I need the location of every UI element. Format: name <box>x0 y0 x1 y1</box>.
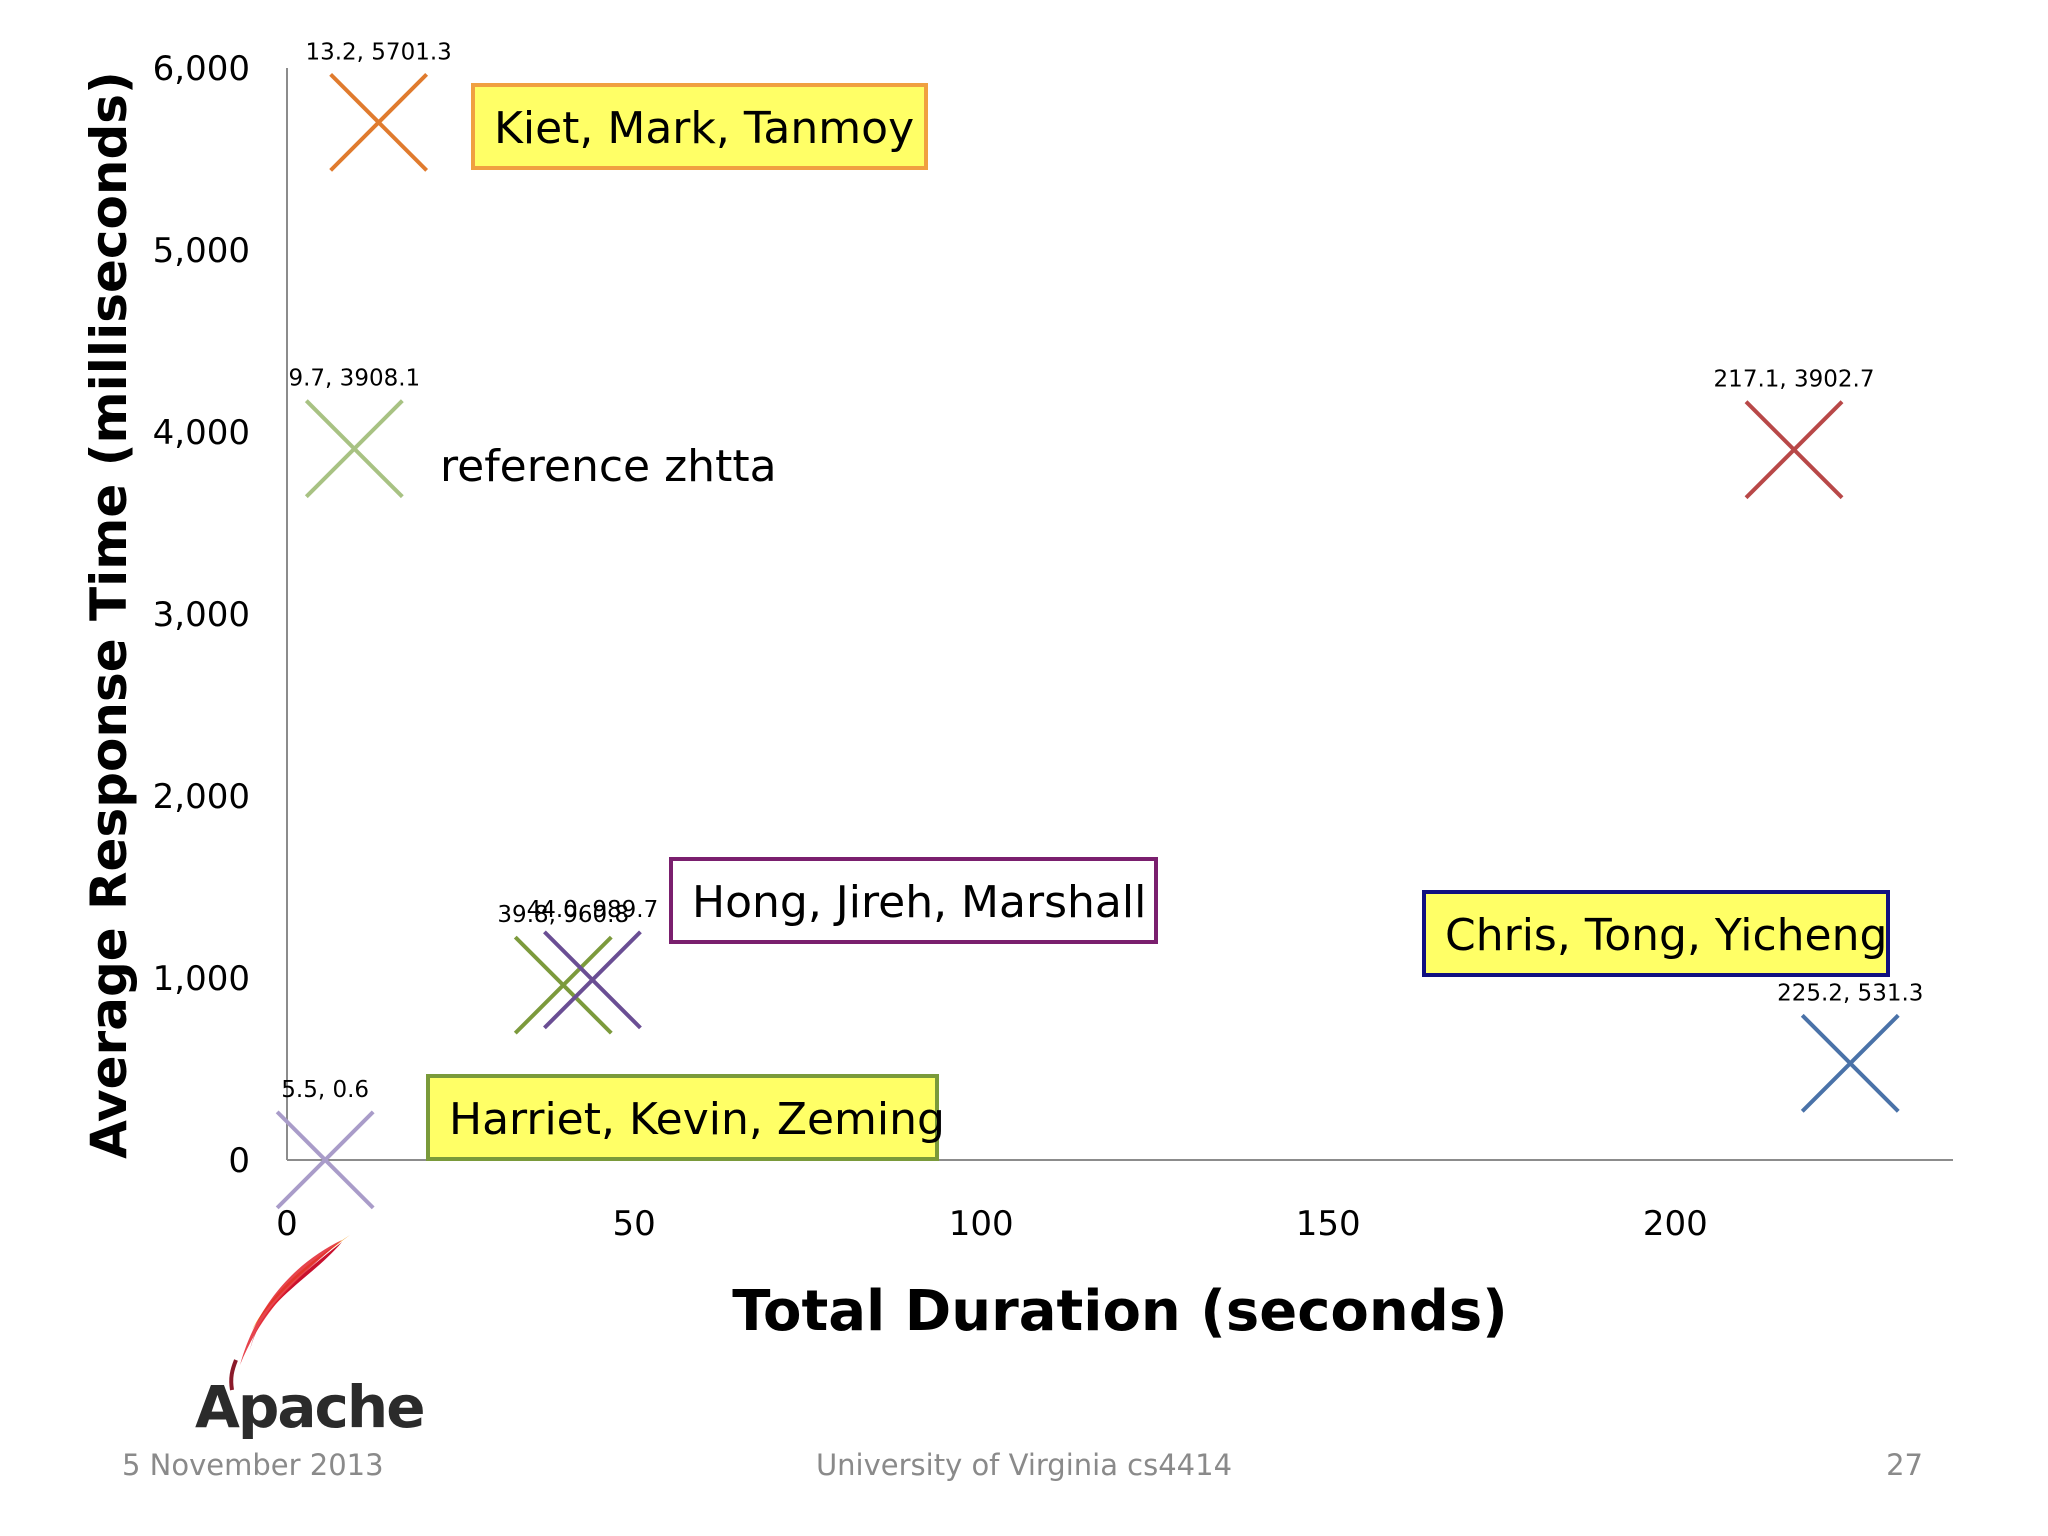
annotation-reference-zhtta-text: reference zhtta <box>440 441 777 492</box>
feather-icon <box>229 1235 350 1391</box>
annotation-hong-jireh-marshall-text: Hong, Jireh, Marshall <box>692 877 1146 928</box>
y-tick-label: 3,000 <box>153 595 250 635</box>
annotation-kiet-mark-tanmoy-text: Kiet, Mark, Tanmoy <box>494 103 914 154</box>
y-tick-label: 2,000 <box>153 777 250 817</box>
data-point: 39.8, 960.8 <box>497 902 629 1035</box>
data-point-label: 9.7, 3908.1 <box>288 366 420 392</box>
data-point-marker-stroke <box>513 935 613 1035</box>
data-point-marker-stroke <box>329 72 429 172</box>
data-point-label: 225.2, 531.3 <box>1777 980 1923 1006</box>
y-tick-label: 1,000 <box>153 959 250 999</box>
data-point-marker-stroke <box>275 1110 375 1210</box>
footer-center: University of Virginia cs4414 <box>816 1448 1232 1482</box>
footer-page-number: 27 <box>1886 1448 1923 1482</box>
annotation-chris-tong-yicheng: Chris, Tong, Yicheng <box>1422 890 1890 977</box>
y-tick-label: 5,000 <box>153 231 250 271</box>
annotation-chris-tong-yicheng-text: Chris, Tong, Yicheng <box>1445 910 1887 961</box>
x-tick-label: 200 <box>1643 1204 1708 1244</box>
data-point-marker-stroke <box>1744 400 1844 500</box>
apache-logo: Apache <box>195 1235 426 1441</box>
data-point: 5.5, 0.6 <box>275 1077 375 1210</box>
data-points: 13.2, 5701.3 9.7, 3908.1 217.1, 3902.7 39.8… <box>275 39 1923 1210</box>
x-tick-label: 50 <box>612 1204 655 1244</box>
data-point-label: 13.2, 5701.3 <box>305 39 451 65</box>
y-tick-label: 6,000 <box>153 49 250 89</box>
data-point: 225.2, 531.3 <box>1777 980 1923 1113</box>
x-tick-label: 100 <box>949 1204 1014 1244</box>
x-tick-label: 0 <box>276 1204 298 1244</box>
annotation-harriet-kevin-zeming: Harriet, Kevin, Zeming <box>426 1074 945 1161</box>
data-point-marker-stroke <box>304 399 404 499</box>
annotation-hong-jireh-marshall: Hong, Jireh, Marshall <box>669 857 1158 944</box>
x-tick-label: 150 <box>1296 1204 1361 1244</box>
data-point: 217.1, 3902.7 <box>1714 367 1875 500</box>
data-point: 13.2, 5701.3 <box>305 39 452 172</box>
data-point-marker-stroke <box>1800 1013 1900 1113</box>
annotation-harriet-kevin-zeming-text: Harriet, Kevin, Zeming <box>449 1094 945 1145</box>
x-tick-labels: 0 50 100 150 200 <box>276 1204 1708 1244</box>
data-point-label: 39.8, 960.8 <box>497 902 629 928</box>
y-axis-title: Average Response Time (milliseconds) <box>80 71 138 1159</box>
annotation-reference-zhtta: reference zhtta <box>440 441 777 492</box>
data-point-label: 44.0, 989.7 <box>527 897 659 923</box>
data-point-label: 5.5, 0.6 <box>281 1077 369 1103</box>
footer-date: 5 November 2013 <box>122 1448 384 1482</box>
y-tick-label: 0 <box>228 1141 250 1181</box>
data-point-label: 217.1, 3902.7 <box>1714 367 1875 393</box>
x-axis-title: Total Duration (seconds) <box>732 1279 1508 1344</box>
apache-logo-text: Apache <box>195 1373 424 1441</box>
y-tick-label: 4,000 <box>153 413 250 453</box>
annotation-kiet-mark-tanmoy: Kiet, Mark, Tanmoy <box>471 83 928 170</box>
y-tick-labels: 0 1,000 2,000 3,000 4,000 5,000 6,000 <box>153 49 250 1181</box>
data-point-marker-stroke <box>543 930 642 1030</box>
data-point: 9.7, 3908.1 <box>288 366 420 499</box>
data-point: 44.0, 989.7 <box>527 897 659 1030</box>
